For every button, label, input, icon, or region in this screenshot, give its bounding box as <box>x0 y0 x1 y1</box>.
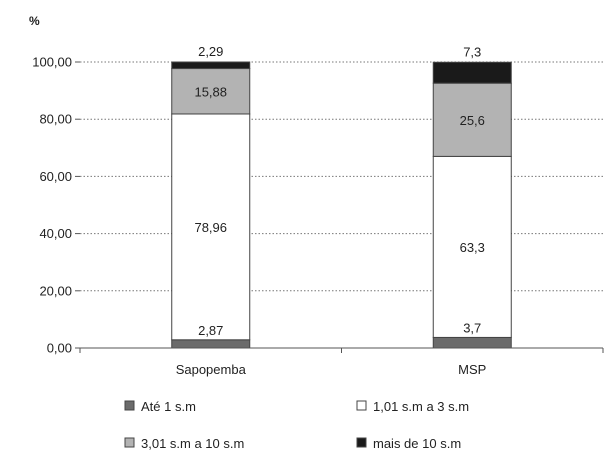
bar-segment <box>171 61 251 70</box>
category-label: MSP <box>458 362 486 377</box>
data-label: 78,96 <box>194 220 227 235</box>
y-tick-label: 60,00 <box>39 169 72 184</box>
data-label: 2,87 <box>198 323 223 338</box>
bar-segment <box>432 61 512 84</box>
bar-segment <box>432 336 512 349</box>
legend-label: Até 1 s.m <box>141 399 196 414</box>
legend-swatch <box>124 400 135 411</box>
legend-label: 1,01 s.m a 3 s.m <box>373 399 469 414</box>
legend-swatch <box>124 437 135 448</box>
bar-segment <box>432 155 512 338</box>
y-tick-label: 100,00 <box>32 55 72 70</box>
legend-label: mais de 10 s.m <box>373 436 461 451</box>
bar-segment <box>171 113 251 341</box>
data-label: 15,88 <box>194 84 227 99</box>
bar-segment <box>171 339 251 349</box>
legend-swatch <box>356 400 367 411</box>
y-tick-label: 40,00 <box>39 226 72 241</box>
data-label: 25,6 <box>460 113 485 128</box>
y-tick-label: 80,00 <box>39 112 72 127</box>
legend-label: 3,01 s.m a 10 s.m <box>141 436 244 451</box>
y-tick-label: 20,00 <box>39 283 72 298</box>
y-tick-label: 0,00 <box>47 341 72 356</box>
category-label: Sapopemba <box>176 362 247 377</box>
data-label: 63,3 <box>460 240 485 255</box>
data-label: 3,7 <box>463 320 481 335</box>
legend-swatch <box>356 437 367 448</box>
data-label: 2,29 <box>198 44 223 59</box>
data-label: 7,3 <box>463 44 481 59</box>
y-unit-label: % <box>29 14 40 28</box>
bar-segment <box>171 68 251 115</box>
